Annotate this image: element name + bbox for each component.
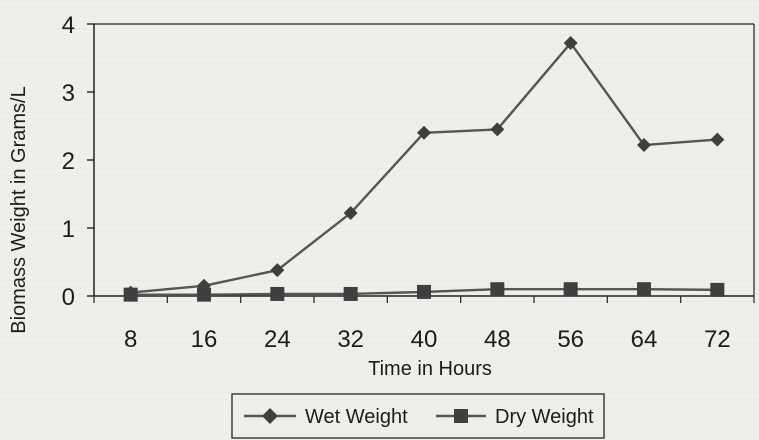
dry-weight-point [343, 286, 358, 301]
x-tick-label: 56 [557, 326, 584, 353]
y-tick-label: 3 [62, 80, 75, 107]
x-tick-label: 32 [337, 326, 364, 353]
dry-weight-point [197, 287, 211, 302]
dry-weight-point [490, 282, 505, 297]
wet-weight-point [490, 122, 505, 137]
wet-weight-point [270, 263, 285, 278]
series-markers [123, 36, 725, 302]
x-tick-label: 40 [411, 326, 438, 353]
dry-weight-point [710, 282, 725, 297]
x-tick-label: 8 [124, 326, 137, 353]
dry-weight-point [123, 287, 138, 302]
y-tick-label: 4 [62, 12, 75, 39]
dry-weight-point [637, 282, 651, 297]
x-tick-label: 64 [631, 326, 658, 353]
x-axis-title: Time in Hours [368, 358, 492, 380]
dry-weight-point [270, 286, 285, 301]
wet-weight-point [343, 206, 358, 221]
chart-frame [93, 23, 755, 297]
dry-weight-point [417, 284, 431, 299]
legend-dry-weight-marker [454, 409, 468, 423]
x-tick-label: 48 [484, 326, 511, 353]
x-tick-label: 72 [704, 326, 731, 353]
y-axis-title: Biomass Weight in Grams/L [8, 86, 30, 334]
wet-weight-point [710, 132, 725, 147]
dry-weight-point [563, 282, 578, 297]
x-tick-label: 24 [264, 326, 291, 353]
x-tick-label: 16 [191, 326, 218, 353]
y-axis-ticks: 0 1 2 3 4 [62, 12, 94, 311]
chart-legend: Wet Weight Dry Weight [231, 393, 605, 439]
x-axis-ticks: 8 16 24 32 40 48 56 64 72 [93, 296, 755, 353]
legend-dry-weight-label: Dry Weight [495, 406, 594, 428]
wet-weight-point [563, 36, 578, 51]
y-tick-label: 0 [62, 284, 75, 311]
y-tick-label: 2 [62, 148, 75, 175]
legend-wet-weight-marker [262, 408, 278, 424]
series-lines [130, 41, 718, 296]
wet-weight-line [130, 41, 718, 294]
wet-weight-point [417, 125, 431, 140]
legend-box [231, 393, 605, 439]
wet-weight-point [637, 138, 651, 153]
legend-wet-weight-label: Wet Weight [305, 406, 408, 428]
y-tick-label: 1 [62, 216, 75, 243]
